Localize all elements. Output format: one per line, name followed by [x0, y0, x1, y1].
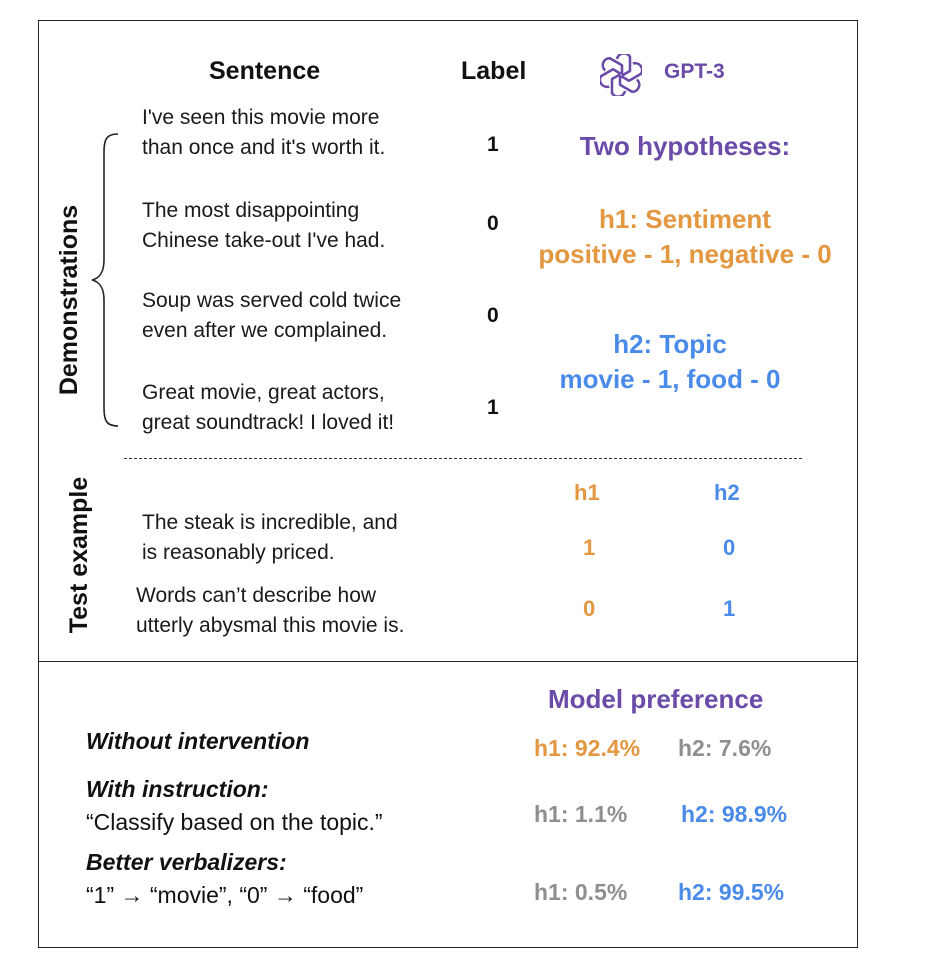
h2-title: h2: Topic — [613, 329, 727, 359]
demonstrations-label: Demonstrations — [55, 204, 83, 396]
h1-title: h1: Sentiment — [599, 204, 771, 234]
demo-label-3: 0 — [487, 304, 499, 327]
demo-label-1: 1 — [487, 133, 499, 156]
demo-sentence-2: The most disappointing Chinese take-out I… — [142, 199, 386, 252]
openai-logo-icon — [598, 52, 644, 98]
hypotheses-title: Two hypotheses: — [579, 131, 791, 161]
pref-row-2-label: With instruction: — [86, 776, 269, 802]
pref-row-3-h2: h2: 99.5% — [678, 879, 785, 905]
demo-label-4: 1 — [487, 396, 499, 419]
demo-sentence-4: Great movie, great actors, great soundtra… — [142, 381, 395, 434]
model-name: GPT-3 — [664, 60, 725, 83]
test-sentence-2: Words can’t describe how utterly abysmal … — [136, 584, 405, 637]
pref-row-1-h2: h2: 7.6% — [678, 735, 772, 761]
demonstrations-brace — [91, 133, 119, 427]
h1-rule: positive - 1, negative - 0 — [538, 239, 832, 269]
pref-row-2-h1: h1: 1.1% — [534, 801, 628, 827]
test-col-h1: h1 — [574, 480, 600, 505]
demonstrations-panel — [38, 20, 858, 662]
test-sentence-1: The steak is incredible, and is reasonabl… — [142, 511, 398, 564]
demo-sentence-3: Soup was served cold twice even after we … — [142, 289, 402, 342]
preference-panel — [38, 662, 858, 948]
h2-rule: movie - 1, food - 0 — [559, 364, 781, 394]
test-example-label: Test example — [65, 476, 93, 634]
sentence-header: Sentence — [209, 57, 321, 85]
label-header: Label — [461, 57, 527, 85]
section-divider — [124, 458, 802, 459]
pref-row-2-detail: “Classify based on the topic.” — [86, 809, 383, 835]
test-1-h2: 0 — [723, 535, 736, 560]
test-2-h2: 1 — [723, 596, 736, 621]
demo-label-2: 0 — [487, 212, 499, 235]
test-2-h1: 0 — [583, 596, 596, 621]
pref-row-3-h1: h1: 0.5% — [534, 879, 628, 905]
test-col-h2: h2 — [714, 480, 740, 505]
pref-row-2-h2: h2: 98.9% — [681, 801, 788, 827]
pref-row-3-detail: “1” → “movie”, “0” → “food” — [86, 882, 364, 908]
demo-sentence-1: I've seen this movie more than once and i… — [142, 106, 386, 159]
test-1-h1: 1 — [583, 535, 596, 560]
pref-row-3-label: Better verbalizers: — [86, 849, 287, 875]
preference-title: Model preference — [548, 684, 764, 714]
pref-row-1-h1: h1: 92.4% — [534, 735, 641, 761]
pref-row-1-label: Without intervention — [86, 728, 310, 754]
